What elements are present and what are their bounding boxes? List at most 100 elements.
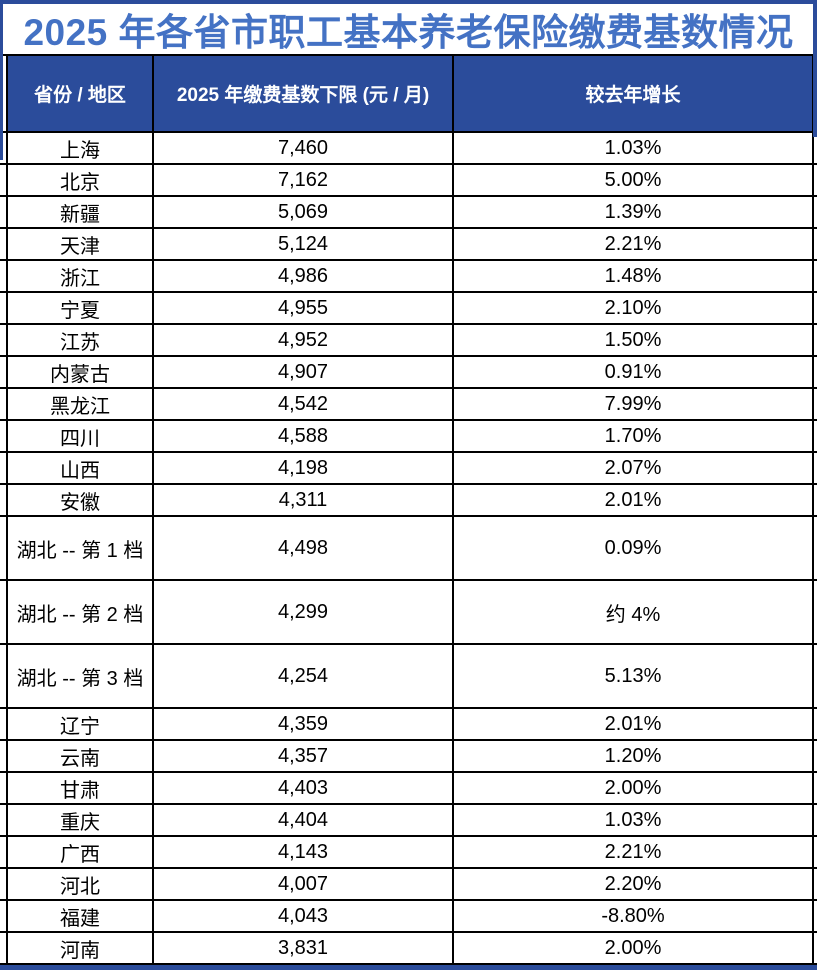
cell-growth: 2.01% [452, 709, 812, 739]
cell-region: 新疆 [60, 203, 100, 226]
table-row: 内蒙古 4,907 0.91% [0, 357, 817, 389]
cell-growth: 约 4% [452, 581, 812, 643]
cell-growth: 2.21% [452, 837, 812, 867]
table-row: 宁夏 4,955 2.10% [0, 293, 817, 325]
left-border-strip [0, 0, 3, 160]
cell-growth: 7.99% [452, 389, 812, 419]
cell-region: 辽宁 [60, 715, 100, 738]
cell-region: 福建 [60, 907, 100, 930]
cell-region: 湖北 -- 第 2 档 [16, 603, 144, 626]
cell-region: 重庆 [60, 811, 100, 834]
cell-base: 4,986 [152, 261, 452, 291]
cell-region: 河南 [60, 939, 100, 962]
cell-growth: 1.20% [452, 741, 812, 771]
cell-base: 4,542 [152, 389, 452, 419]
cell-growth: 2.10% [452, 293, 812, 323]
cell-growth: 2.07% [452, 453, 812, 483]
cell-region: 云南 [60, 747, 100, 770]
cell-base: 4,198 [152, 453, 452, 483]
cell-growth: 1.03% [452, 805, 812, 835]
column-header-base: 2025 年缴费基数下限 (元 / 月) [152, 56, 452, 131]
table-row: 河南 3,831 2.00% [0, 933, 817, 965]
cell-base: 4,907 [152, 357, 452, 387]
table-row: 辽宁 4,359 2.01% [0, 709, 817, 741]
table-row: 湖北 -- 第 3 档 4,254 5.13% [0, 645, 817, 709]
cell-growth: 2.01% [452, 485, 812, 515]
cell-base: 4,955 [152, 293, 452, 323]
cell-base: 4,254 [152, 645, 452, 707]
cell-region: 上海 [60, 139, 100, 162]
table-row: 安徽 4,311 2.01% [0, 485, 817, 517]
cell-base: 4,043 [152, 901, 452, 931]
table-row: 黑龙江 4,542 7.99% [0, 389, 817, 421]
cell-growth: 1.39% [452, 197, 812, 227]
table-body: 上海 7,460 1.03% 北京 7,162 5.00% 新疆 5,069 1… [0, 133, 817, 965]
cell-growth: 2.20% [452, 869, 812, 899]
table-row: 湖北 -- 第 1 档 4,498 0.09% [0, 517, 817, 581]
cell-base: 7,460 [152, 133, 452, 163]
cell-growth: 1.50% [452, 325, 812, 355]
cell-region: 山西 [60, 459, 100, 482]
cell-growth: 2.00% [452, 773, 812, 803]
page-title: 2025 年各省市职工基本养老保险缴费基数情况 [23, 12, 794, 53]
cell-growth: 1.70% [452, 421, 812, 451]
cell-growth: 2.00% [452, 933, 812, 963]
table-row: 云南 4,357 1.20% [0, 741, 817, 773]
table-row: 上海 7,460 1.03% [0, 133, 817, 165]
cell-base: 5,069 [152, 197, 452, 227]
table-row: 广西 4,143 2.21% [0, 837, 817, 869]
table-row: 浙江 4,986 1.48% [0, 261, 817, 293]
cell-region: 湖北 -- 第 1 档 [16, 539, 144, 562]
column-header-region: 省份 / 地区 [34, 85, 126, 106]
cell-base: 4,404 [152, 805, 452, 835]
cell-base: 4,299 [152, 581, 452, 643]
table-row: 福建 4,043 -8.80% [0, 901, 817, 933]
bottom-border-strip [0, 965, 817, 970]
table-row: 江苏 4,952 1.50% [0, 325, 817, 357]
cell-growth: 0.09% [452, 517, 812, 579]
cell-growth: 1.03% [452, 133, 812, 163]
table-header-row: 省份 / 地区 2025 年缴费基数下限 (元 / 月) 较去年增长 [0, 54, 817, 133]
top-border-strip [0, 0, 817, 4]
cell-region: 甘肃 [60, 779, 100, 802]
cell-base: 4,143 [152, 837, 452, 867]
cell-region: 黑龙江 [50, 395, 110, 418]
table-row: 四川 4,588 1.70% [0, 421, 817, 453]
table-row: 天津 5,124 2.21% [0, 229, 817, 261]
cell-base: 4,498 [152, 517, 452, 579]
cell-base: 4,952 [152, 325, 452, 355]
cell-base: 4,311 [152, 485, 452, 515]
table-header-inner: 省份 / 地区 2025 年缴费基数下限 (元 / 月) 较去年增长 [6, 56, 814, 131]
table-row: 新疆 5,069 1.39% [0, 197, 817, 229]
cell-base: 4,359 [152, 709, 452, 739]
cell-growth: 0.91% [452, 357, 812, 387]
cell-region: 天津 [60, 235, 100, 258]
table-row: 河北 4,007 2.20% [0, 869, 817, 901]
table-row: 重庆 4,404 1.03% [0, 805, 817, 837]
cell-growth: 2.21% [452, 229, 812, 259]
cell-base: 4,403 [152, 773, 452, 803]
cell-region: 湖北 -- 第 3 档 [16, 667, 144, 690]
cell-base: 4,588 [152, 421, 452, 451]
cell-base: 3,831 [152, 933, 452, 963]
table-row: 甘肃 4,403 2.00% [0, 773, 817, 805]
cell-region: 河北 [60, 875, 100, 898]
cell-growth: -8.80% [452, 901, 812, 931]
cell-base: 4,357 [152, 741, 452, 771]
cell-base: 4,007 [152, 869, 452, 899]
table-row: 山西 4,198 2.07% [0, 453, 817, 485]
cell-region: 宁夏 [60, 299, 100, 322]
cell-base: 5,124 [152, 229, 452, 259]
cell-region: 安徽 [60, 491, 100, 514]
column-header-growth: 较去年增长 [452, 56, 812, 131]
cell-region: 广西 [60, 843, 100, 866]
right-border-strip [813, 0, 817, 137]
cell-region: 北京 [60, 171, 100, 194]
cell-growth: 5.00% [452, 165, 812, 195]
table-row: 湖北 -- 第 2 档 4,299 约 4% [0, 581, 817, 645]
title-band: 2025 年各省市职工基本养老保险缴费基数情况 [0, 4, 817, 54]
cell-region: 四川 [60, 427, 100, 450]
table-row: 北京 7,162 5.00% [0, 165, 817, 197]
cell-base: 7,162 [152, 165, 452, 195]
cell-growth: 1.48% [452, 261, 812, 291]
